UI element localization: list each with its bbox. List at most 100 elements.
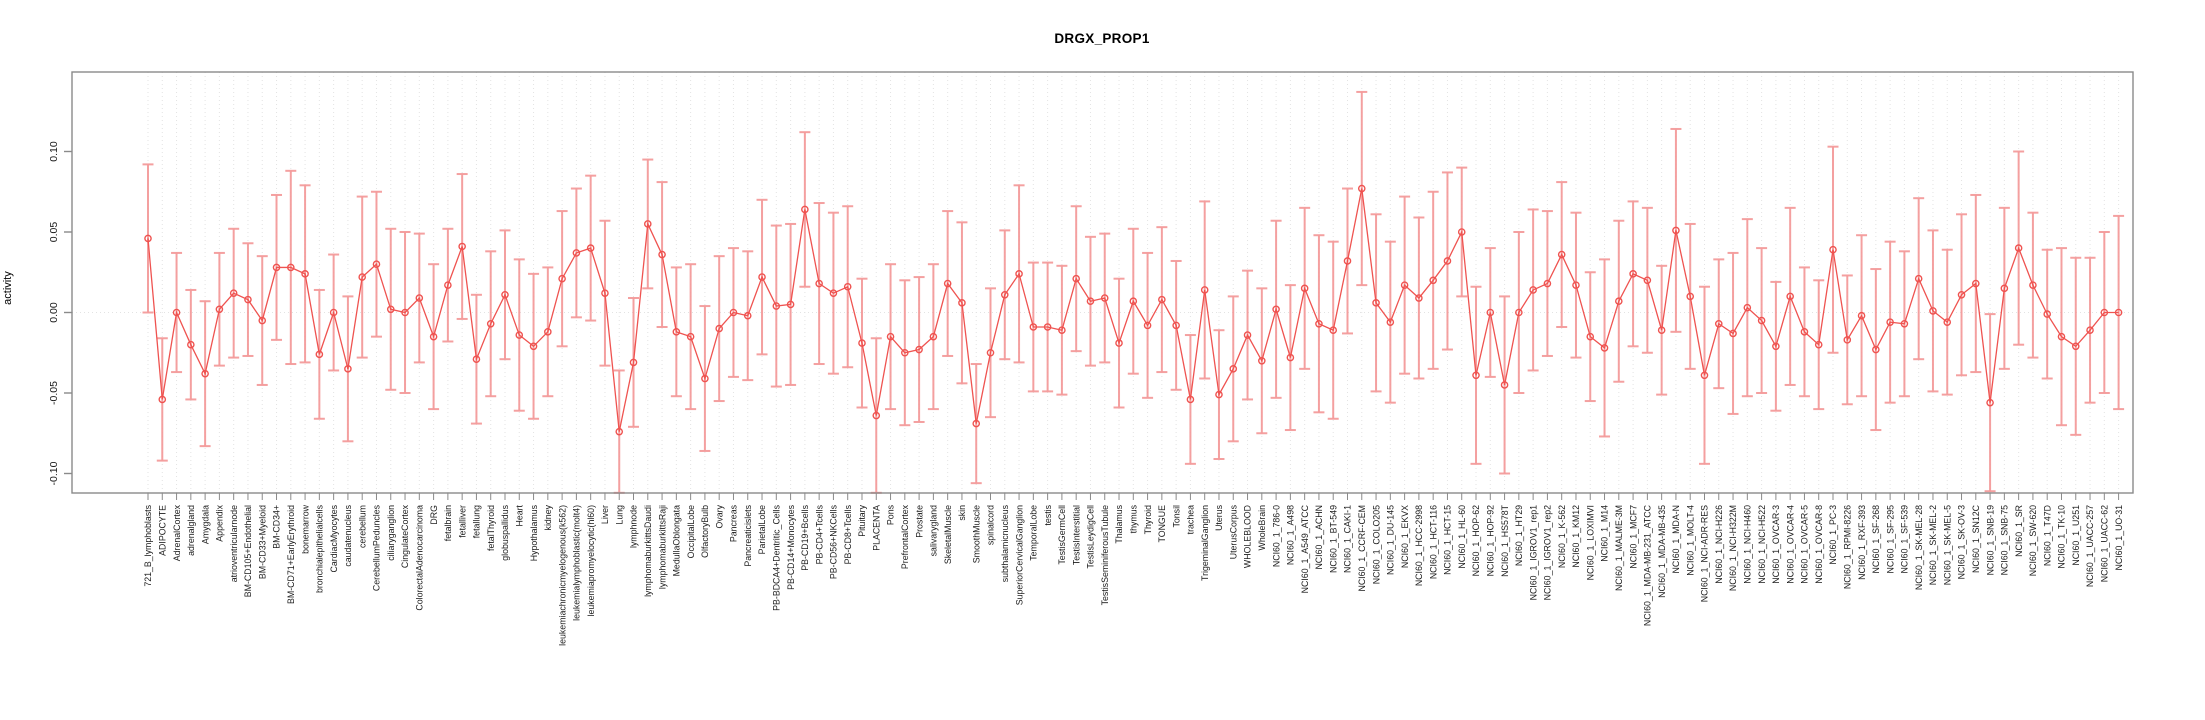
x-tick-label: atrioventricularnode: [229, 505, 239, 582]
data-point: [215, 305, 224, 314]
data-point: [886, 332, 895, 341]
data-point: [729, 308, 738, 317]
x-tick-label: Tonsil: [1171, 505, 1181, 528]
data-point: [1572, 281, 1580, 289]
y-tick-label: 0.05: [48, 222, 60, 243]
x-tick-label: NCI60_1_LOXIMVI: [1585, 505, 1595, 580]
data-point: [1743, 303, 1752, 312]
data-point: [1500, 381, 1509, 389]
y-tick-label: 0.10: [48, 141, 60, 162]
data-point: [1258, 356, 1266, 365]
data-point: [1129, 297, 1138, 306]
data-point: [701, 374, 709, 383]
data-point: [958, 299, 966, 307]
data-point: [429, 332, 438, 341]
x-tick-label: NCI60_1_IGROV1_rep1: [1528, 505, 1538, 600]
data-point: [358, 273, 366, 281]
data-point: [1857, 311, 1866, 320]
data-point: [372, 260, 381, 269]
x-tick-label: NCI60_1_HT29: [1514, 505, 1524, 566]
data-point: [772, 302, 781, 310]
data-point: [2100, 308, 2109, 317]
data-point: [658, 250, 666, 259]
x-tick-label: WHOLEBLOOD: [1243, 505, 1253, 568]
data-point: [1557, 250, 1566, 259]
data-point: [1286, 353, 1295, 362]
data-point: [258, 316, 267, 325]
x-tick-label: NCI60_1_MDA-MB-231_ATCC: [1643, 504, 1653, 626]
x-tick-label: bronchialepithelialcells: [315, 504, 325, 593]
data-point: [1900, 319, 1909, 328]
data-point: [615, 427, 624, 436]
x-tick-label: NCI60_1_NCI-H460: [1743, 505, 1753, 584]
data-point: [2029, 281, 2037, 289]
x-tick-label: skin: [957, 505, 967, 521]
data-point: [1872, 345, 1880, 354]
x-tick-label: PB-BDCA4+Dentritic_Cells: [772, 504, 782, 610]
data-point: [929, 332, 938, 341]
data-point: [544, 328, 552, 336]
data-point: [1386, 318, 1395, 326]
data-point: [1272, 305, 1280, 314]
x-tick-label: NCI60_1_SNB-75: [2000, 505, 2010, 576]
data-point: [1457, 228, 1466, 236]
x-tick-label: DRG: [429, 505, 439, 525]
data-point: [1415, 294, 1423, 302]
data-point: [829, 289, 838, 297]
data-point: [1672, 226, 1680, 235]
x-tick-label: NCI60_1_HOP-92: [1485, 505, 1495, 576]
x-tick-label: CerebellumPeduncles: [372, 504, 382, 591]
x-tick-label: Hypothalamus: [529, 504, 539, 561]
data-point: [786, 300, 795, 309]
x-tick-label: thymus: [1129, 504, 1139, 533]
x-tick-label: NCI60_1_ACHN: [1314, 505, 1324, 570]
data-point: [1986, 398, 1994, 407]
x-tick-label: NCI60_1_MCF7: [1628, 505, 1638, 569]
x-tick-label: NCI60_1_NCI-H522: [1757, 505, 1767, 584]
x-tick-label: BM-CD34+: [272, 505, 282, 549]
x-tick-label: subthalamicnucleus: [1000, 504, 1010, 582]
x-tick-label: WholeBrain: [1257, 505, 1267, 551]
x-tick-label: NCI60_1_UO-31: [2114, 505, 2124, 571]
x-tick-label: OlfactoryBulb: [700, 505, 710, 558]
data-point: [1115, 339, 1123, 347]
x-tick-label: NCI60_1_HL-60: [1457, 505, 1467, 569]
data-point: [943, 279, 952, 288]
x-tick-label: NCI60_1_RPMI-8226: [1842, 505, 1852, 589]
data-point: [344, 365, 352, 373]
x-tick-label: NCI60_1_U251: [2071, 505, 2081, 566]
data-point: [643, 220, 652, 228]
data-point: [386, 305, 395, 314]
data-point: [329, 308, 338, 317]
x-tick-label: NCI60_1_M14: [1600, 505, 1610, 562]
data-point: [2057, 332, 2066, 341]
data-point: [1015, 270, 1023, 278]
data-point: [472, 355, 481, 363]
x-tick-label: SuperiorCervicalGanglion: [1014, 505, 1024, 605]
x-tick-label: NCI60_1_HCC-2998: [1414, 505, 1424, 586]
data-point: [1043, 323, 1052, 331]
x-tick-label: NCI60_1_KM12: [1571, 505, 1581, 568]
data-point: [458, 242, 466, 251]
x-tick-label: NCI60_1_UACC-62: [2100, 505, 2110, 582]
data-point: [444, 281, 452, 289]
data-point: [601, 289, 609, 297]
x-tick-label: UterusCorpus: [1228, 504, 1238, 559]
x-tick-label: NCI60_1_MDA-MB-435: [1657, 505, 1667, 598]
data-point: [1714, 319, 1723, 328]
x-tick-label: caudatenucleus: [343, 504, 353, 566]
data-point: [201, 369, 209, 378]
x-tick-label: AdrenalCortex: [172, 504, 182, 561]
data-point: [672, 328, 681, 336]
x-tick-label: TrigeminalGanglion: [1200, 505, 1210, 581]
data-point: [1914, 274, 1923, 283]
x-tick-label: PB-CD4+Tcells: [814, 504, 824, 564]
data-point: [1529, 286, 1537, 294]
data-point: [986, 348, 995, 357]
x-tick-label: NCI60_1_786-0: [1271, 505, 1281, 567]
data-point: [1929, 307, 1937, 315]
data-point: [1443, 257, 1452, 265]
x-tick-label: NCI60_1_SF-268: [1871, 505, 1881, 574]
x-tick-label: NCI60_1_TK-10: [2057, 505, 2067, 569]
